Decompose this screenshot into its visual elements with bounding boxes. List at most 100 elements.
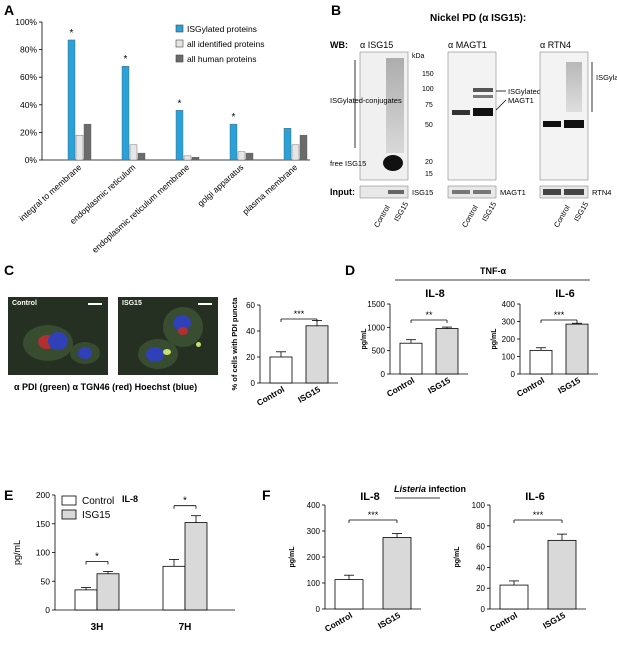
y-tick-label: 100 [472, 501, 486, 510]
magt1-band-isg15 [473, 108, 493, 116]
y-axis-label: pg/mL [12, 540, 22, 565]
golgi-stain-2 [178, 327, 188, 335]
rtn4-band-isg15 [564, 120, 584, 128]
y-tick-label: 500 [372, 347, 386, 356]
marker-150: 150 [422, 71, 434, 78]
bar [399, 342, 423, 375]
y-tick-label: 1000 [367, 323, 385, 332]
marker-75: 75 [425, 102, 433, 109]
x-tick-label: ISG15 [376, 610, 402, 631]
chart-d-il8: IL-8 0 500 1000 1500 pg/mL Control ISG15 ** [361, 288, 468, 399]
y-tick-label: 0% [25, 155, 38, 165]
chart-a: 0%20%40%60%80%100%*integral to membrane*… [15, 17, 310, 255]
bar [334, 579, 364, 610]
isgylated-magt1-band [473, 88, 493, 92]
panel-label-d: D [345, 262, 356, 278]
chart-f-il6: IL-6 0 20 40 60 80 100 pg/mL Control ISG15 *** [454, 491, 586, 634]
lane-isg15-1: ISG15 [392, 200, 410, 223]
rtn4-smear [566, 62, 582, 112]
nucleus-stain-3 [173, 315, 191, 331]
bar [184, 522, 208, 611]
bar [129, 144, 138, 161]
lane-isg15-3: ISG15 [572, 200, 590, 223]
legend-swatch-human [175, 54, 184, 63]
legend-isgylated: ISGylated proteins [187, 24, 257, 34]
micrograph-control-label: Control [12, 300, 37, 307]
bar [162, 565, 186, 611]
significance-marker: * [183, 496, 187, 507]
y-tick-label: 100 [36, 548, 50, 558]
y-tick-label: 0 [45, 605, 50, 615]
input-band-magt1-isg15 [473, 190, 491, 194]
y-tick-label: 0 [511, 370, 516, 379]
lane-control-2: Control [460, 203, 480, 229]
micrograph-caption: α PDI (green) α TGN46 (red) Hoechst (blu… [14, 382, 198, 392]
bar [96, 573, 120, 611]
y-axis-label: pg/mL [361, 328, 368, 350]
marker-100: 100 [422, 86, 434, 93]
chart-title: IL-6 [525, 491, 545, 503]
pdi-puncta-2 [196, 342, 201, 347]
rtn4-band-control [543, 121, 561, 127]
chart-title: IL-8 [425, 288, 445, 300]
antibody-isg15: α ISG15 [360, 40, 393, 50]
nucleus-stain-4 [146, 347, 164, 362]
panel-label-c: C [4, 262, 15, 278]
bar [382, 537, 412, 610]
y-tick-label: 400 [307, 501, 321, 510]
y-tick-label: 0 [316, 605, 321, 614]
y-tick-label: 60 [246, 301, 255, 310]
significance-marker: *** [294, 309, 305, 319]
bar [565, 323, 589, 375]
bar [283, 128, 292, 161]
bar [269, 356, 293, 384]
antibody-rtn4: α RTN4 [540, 40, 571, 50]
panel-label-b: B [331, 2, 342, 18]
input-rtn4-label: RTN4 [592, 188, 611, 197]
significance-marker: *** [368, 510, 379, 520]
bar [529, 349, 553, 375]
y-tick-label: 1500 [367, 300, 385, 309]
bar [229, 123, 238, 161]
y-tick-label: 40 [246, 327, 255, 336]
chart-f-il8: IL-8 0 100 200 300 400 pg/mL Control ISG15 *** [289, 491, 440, 634]
micrograph-isg15-label: ISG15 [122, 300, 142, 307]
bar [137, 152, 146, 161]
y-tick-label: 20% [20, 127, 37, 137]
significance-marker: *** [533, 510, 544, 520]
bar [67, 39, 76, 161]
x-tick-label: ISG15 [541, 610, 567, 631]
isgylated-rtn4-label: ISGylated-RTN4 [596, 73, 617, 82]
scale-bar [88, 303, 102, 305]
chart-c: 0 20 40 60 % of cells with PDI puncta Control… [230, 297, 338, 405]
panel-label-a: A [4, 2, 15, 18]
marker-50: 50 [425, 122, 433, 129]
significance-star: * [232, 112, 236, 123]
significance-marker: *** [554, 310, 565, 320]
y-tick-label: 60 [476, 543, 485, 552]
significance-marker: * [95, 551, 99, 562]
legend-swatch-identified [175, 39, 184, 48]
y-tick-label: 40 [476, 563, 485, 572]
input-strip-isg15 [359, 185, 409, 199]
y-tick-label: 200 [502, 335, 516, 344]
x-tick-label: 3H [91, 622, 104, 633]
x-tick-label: Control [385, 375, 416, 399]
bar [435, 328, 459, 375]
legend-label: Control [82, 496, 114, 507]
nucleus-stain-2 [78, 347, 92, 359]
marker-20: 20 [425, 159, 433, 166]
isgylated-conjugates-label: ISGylated-conjugates [330, 96, 402, 105]
magt1-arrow [495, 99, 507, 111]
input-band-rtn4-control [543, 189, 561, 195]
lane-control-3: Control [552, 203, 572, 229]
micrograph-isg15: ISG15 [118, 297, 218, 375]
chart-e: IL-8 0 50 100 150 200 pg/mL * 3H * 7H Control ISG15 [12, 490, 235, 633]
chart-title: IL-6 [555, 288, 575, 300]
y-tick-label: 40% [20, 100, 37, 110]
blot-rtn4 [539, 51, 589, 181]
marker-15: 15 [425, 171, 433, 178]
lane-control-1: Control [372, 203, 392, 229]
x-tick-label: Control [255, 384, 286, 405]
legend-swatch-isgylated [175, 24, 184, 33]
